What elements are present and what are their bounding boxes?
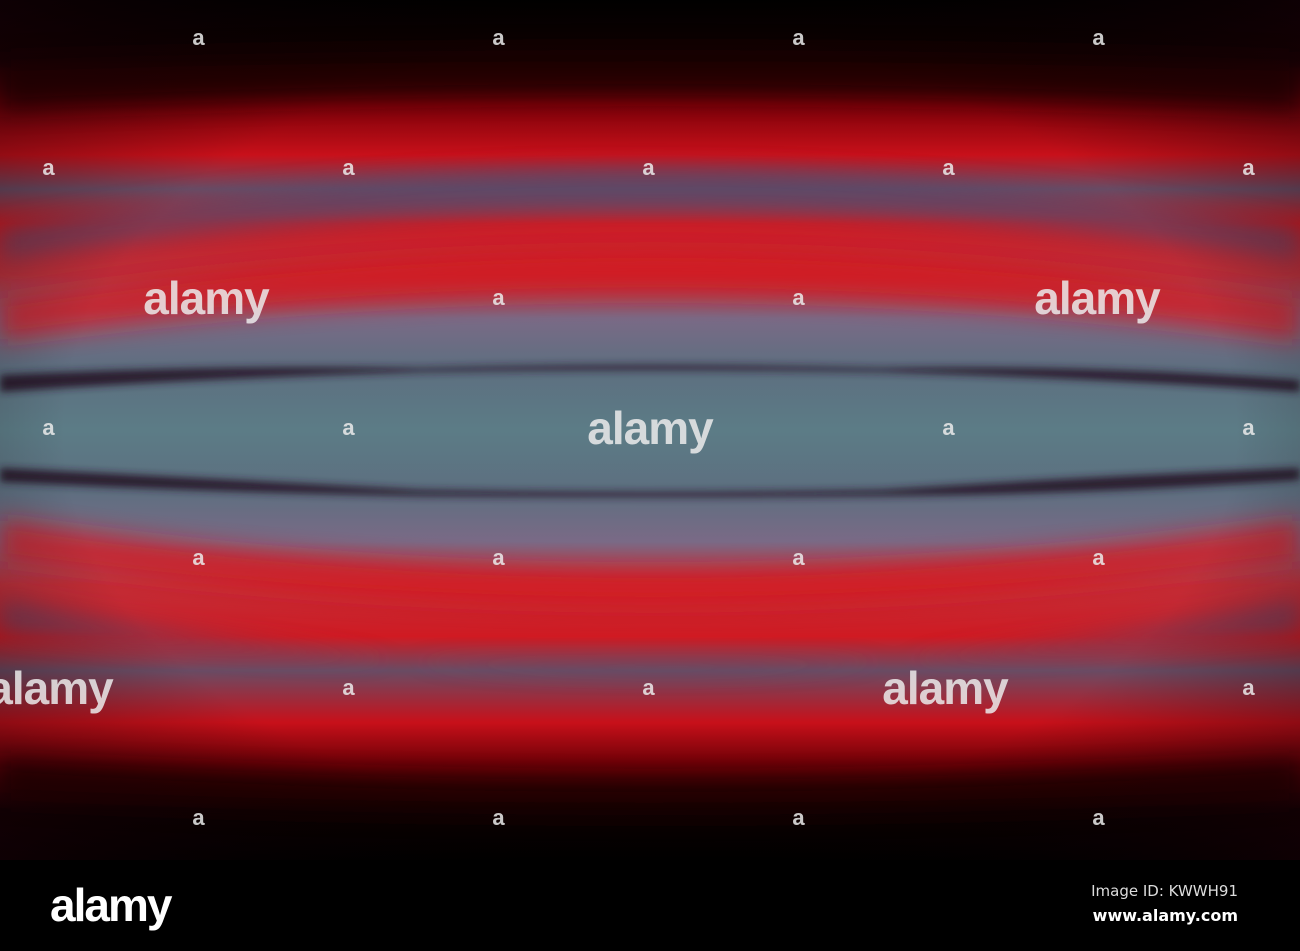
watermark: a [1242,415,1254,440]
watermark: alamy [1034,272,1160,324]
watermark: a [792,545,804,570]
watermark: a [492,545,504,570]
site-url: www.alamy.com [1092,906,1238,925]
watermark: a [1092,805,1104,830]
watermark: a [642,675,654,700]
watermark: a [342,415,354,440]
watermark: a [342,675,354,700]
watermark: a [192,25,204,50]
watermark: a [1092,25,1104,50]
watermark: a [792,805,804,830]
watermark: a [642,155,654,180]
watermark: a [492,805,504,830]
watermark: alamy [882,662,1008,714]
watermark: a [1092,545,1104,570]
watermark: alamy [0,662,114,714]
watermark: a [342,155,354,180]
watermark: a [192,805,204,830]
watermark: a [942,155,954,180]
watermark: a [492,25,504,50]
watermark: alamy [587,402,713,454]
watermark: a [42,155,54,180]
image-id: Image ID: KWWH91 [1091,882,1238,900]
watermark: a [792,25,804,50]
watermark: a [492,285,504,310]
watermark: alamy [143,272,269,324]
watermark: a [792,285,804,310]
watermark: a [192,545,204,570]
watermark: a [942,415,954,440]
alamy-logo: alamy [50,879,172,931]
footer-bar: alamy Image ID: KWWH91 www.alamy.com [0,860,1300,951]
watermark: a [1242,675,1254,700]
watermark: a [42,415,54,440]
mirrored-sunset-sky-photo [0,0,1300,860]
watermark: a [1242,155,1254,180]
